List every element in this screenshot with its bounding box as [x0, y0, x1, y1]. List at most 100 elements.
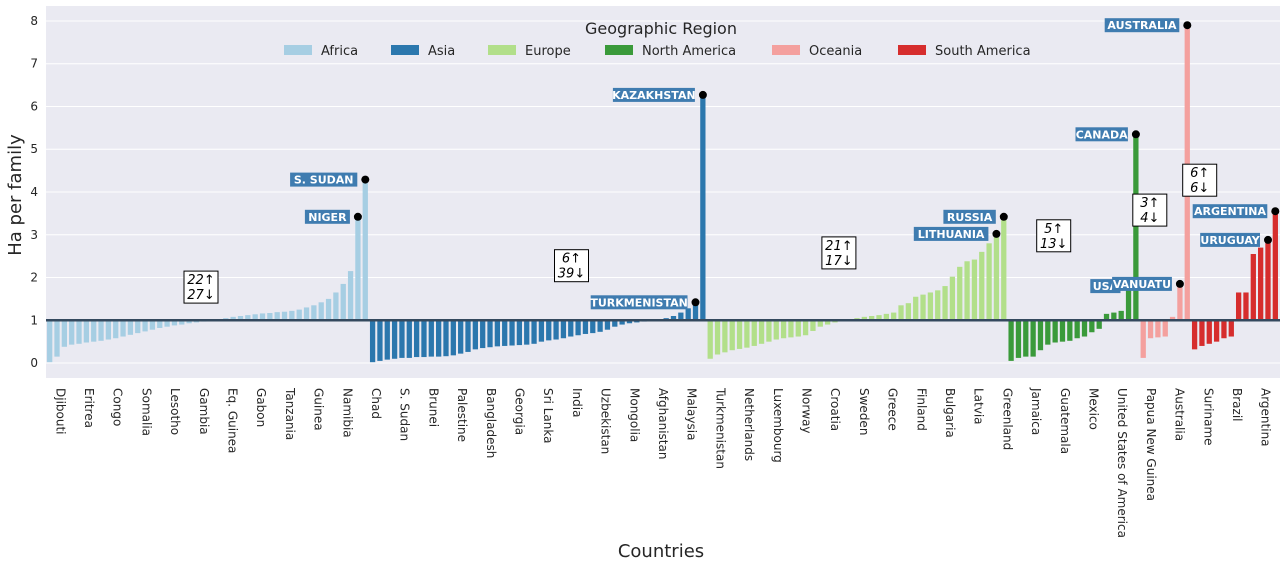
- bar: [935, 290, 941, 321]
- callout-label: NIGER: [308, 211, 347, 224]
- callout-label: ARGENTINA: [1194, 205, 1267, 218]
- count-up: 3↑: [1140, 196, 1159, 211]
- bar: [707, 320, 713, 359]
- legend-swatch: [488, 45, 516, 55]
- bar: [377, 320, 383, 361]
- callout-box: [290, 172, 358, 187]
- bar: [142, 320, 148, 332]
- bar: [428, 320, 434, 357]
- bar: [487, 320, 493, 348]
- bar: [1015, 320, 1022, 358]
- callout-box: [1200, 232, 1260, 247]
- x-tick-label: Greece: [886, 388, 900, 431]
- bar: [604, 320, 611, 330]
- count-down: 17↓: [825, 254, 852, 269]
- bar: [986, 243, 992, 321]
- x-tick-label: Georgia: [513, 388, 527, 435]
- callout-marker: [698, 90, 707, 99]
- legend-label: North America: [642, 44, 736, 59]
- bar: [758, 320, 765, 344]
- legend-label: South America: [935, 44, 1031, 59]
- bar: [1177, 283, 1183, 321]
- callout-label: AUSTRALIA: [1107, 19, 1177, 32]
- bar: [406, 320, 412, 358]
- count-down: 4↓: [1140, 211, 1159, 226]
- x-tick-label: Brunei: [426, 388, 440, 427]
- bar: [722, 320, 728, 353]
- x-tick-label: Sri Lanka: [541, 388, 555, 443]
- bar: [802, 320, 809, 336]
- x-tick-label: Luxembourg: [771, 388, 785, 463]
- bar: [1096, 320, 1102, 329]
- bar: [957, 266, 963, 321]
- bar: [1147, 320, 1154, 339]
- callout-label: VANUATU: [1113, 278, 1171, 291]
- bar: [597, 320, 603, 332]
- legend-swatch: [605, 45, 633, 55]
- callout-marker: [361, 175, 370, 184]
- bar: [766, 320, 772, 342]
- bar: [333, 292, 339, 321]
- x-tick-label: Argentina: [1259, 388, 1273, 447]
- region-counts: 22↑27↓6↑39↓21↑17↓5↑13↓3↑4↓6↑6↓: [183, 163, 1218, 304]
- bar: [1023, 320, 1029, 357]
- y-tick-label: 8: [30, 14, 38, 28]
- bar: [443, 320, 449, 357]
- bar: [905, 303, 911, 321]
- bar: [179, 320, 185, 325]
- bar: [516, 320, 523, 346]
- bar: [524, 320, 530, 345]
- bar: [1235, 292, 1242, 321]
- x-tick-label: Congo: [111, 388, 125, 426]
- bar: [1162, 320, 1168, 337]
- x-tick-label: Lesotho: [168, 388, 182, 435]
- y-tick-label: 0: [30, 356, 38, 370]
- bar: [1074, 320, 1080, 339]
- bar: [927, 292, 934, 321]
- x-tick-label: Djibouti: [53, 388, 67, 435]
- bar: [47, 320, 53, 363]
- bar: [1155, 320, 1161, 338]
- x-tick-label: Afghanistan: [656, 388, 670, 459]
- bar: [1258, 247, 1264, 321]
- x-tick-label: Jamaica: [1029, 387, 1043, 435]
- x-tick-label: United States of America: [1115, 388, 1129, 538]
- bar: [369, 320, 376, 363]
- x-tick-label: Netherlands: [742, 388, 756, 461]
- bar: [171, 320, 178, 326]
- bar: [1206, 320, 1212, 344]
- bar: [538, 320, 545, 342]
- count-down: 6↓: [1190, 181, 1209, 196]
- x-tick-label: Eq. Guinea: [226, 388, 240, 453]
- bar: [1213, 320, 1220, 342]
- bar: [113, 320, 119, 339]
- bar: [399, 320, 405, 358]
- bar: [1103, 313, 1110, 321]
- callout-box: [304, 209, 350, 224]
- x-tick-label: Somalia: [139, 388, 153, 436]
- callout-marker: [691, 298, 700, 307]
- legend-title: Geographic Region: [585, 19, 737, 38]
- bar: [289, 310, 295, 321]
- bar: [1228, 320, 1234, 337]
- callout-box: [1075, 127, 1128, 142]
- callout-marker: [992, 229, 1001, 238]
- bar: [619, 320, 625, 325]
- bar: [384, 320, 390, 360]
- bar: [157, 320, 163, 328]
- y-tick-label: 1: [30, 313, 38, 327]
- bar: [391, 320, 398, 359]
- bar: [105, 320, 112, 340]
- callout-label: S. SUDAN: [294, 174, 354, 187]
- x-tick-label: Croatia: [828, 388, 842, 431]
- bar: [436, 320, 442, 357]
- x-tick-label: Bangladesh: [484, 388, 498, 458]
- bar: [626, 320, 633, 324]
- bar: [1133, 134, 1139, 321]
- bar: [267, 313, 273, 321]
- bar: [714, 320, 721, 355]
- y-axis-title: Ha per family: [5, 134, 26, 256]
- bar: [91, 320, 97, 342]
- bar: [450, 320, 456, 356]
- callout-label: RUSSIA: [947, 211, 993, 224]
